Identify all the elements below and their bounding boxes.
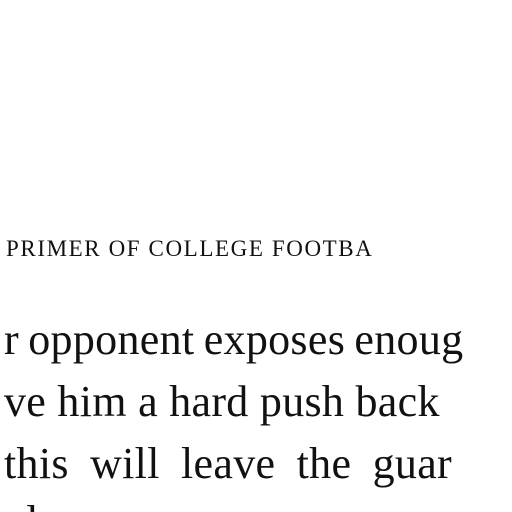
- running-head: PRIMER OF COLLEGE FOOTBA: [6, 236, 374, 261]
- body-text-line: ve him a hard push back: [4, 377, 440, 426]
- body-text-line: this will leave the guar: [4, 439, 452, 488]
- body-text-line: ol: [4, 500, 39, 512]
- body-text-line: r opponent exposes enoug: [4, 315, 464, 364]
